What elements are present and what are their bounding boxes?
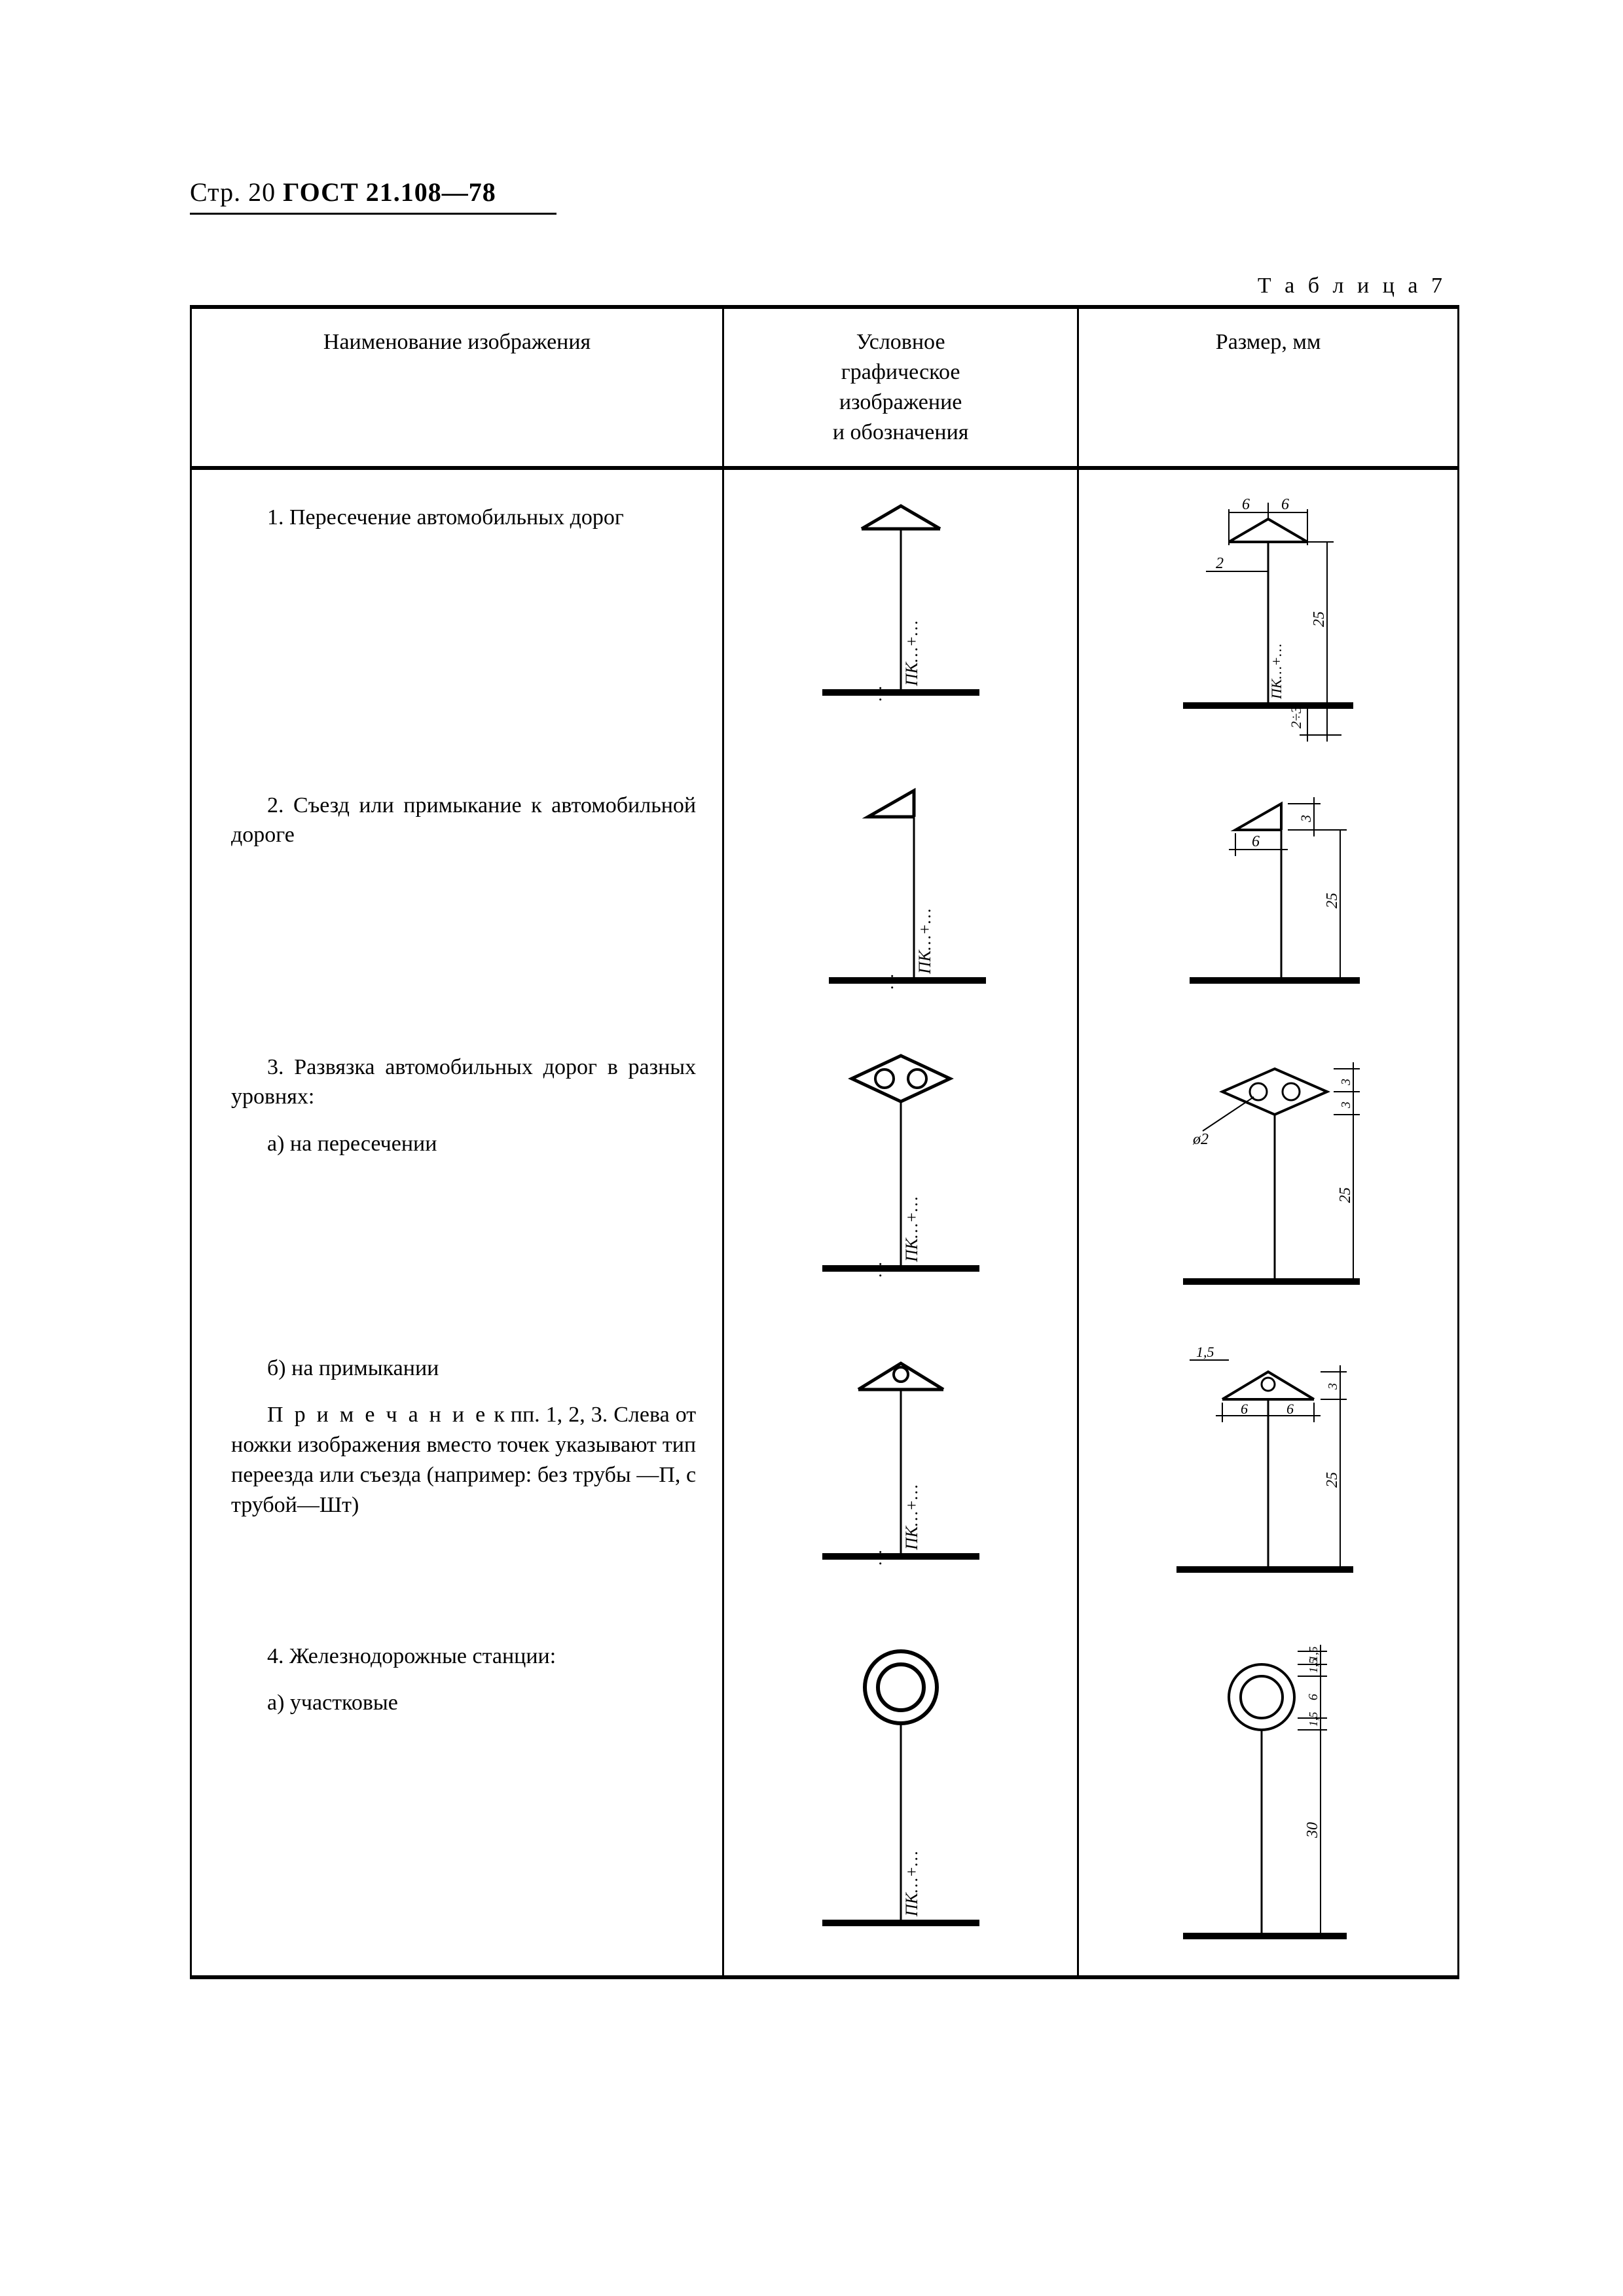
row-title: 1. Пересечение автомобильных дорог bbox=[267, 505, 624, 529]
junction-dims-icon: 6 3 25 bbox=[1131, 771, 1406, 1020]
row-subtitle: а) на пересечении bbox=[267, 1132, 437, 1156]
row-subtitle: б) на примыкании bbox=[267, 1356, 439, 1380]
svg-text:1,5: 1,5 bbox=[1196, 1344, 1214, 1360]
interchange-cross-dims-icon: ø2 3 3 25 bbox=[1124, 1033, 1412, 1321]
intersection-icon: … ПК…+… bbox=[783, 483, 1019, 732]
row-description: б) на примыкании П р и м е ч а н и е к п… bbox=[192, 1321, 722, 1540]
table-row: 1. Пересечение автомобильных дорог bbox=[191, 468, 1459, 758]
table-row: 3. Развязка автомобильных дорог в разных… bbox=[191, 1020, 1459, 1321]
svg-text:25: 25 bbox=[1337, 1187, 1354, 1203]
svg-text:3: 3 bbox=[1339, 1079, 1353, 1086]
note-label: П р и м е ч а н и е bbox=[267, 1403, 488, 1427]
svg-text:…: … bbox=[866, 686, 885, 701]
svg-text:25: 25 bbox=[1311, 611, 1328, 627]
symbol-cell: … ПК…+… bbox=[724, 1321, 1077, 1596]
svg-text:…: … bbox=[878, 974, 897, 989]
table-row: б) на примыкании П р и м е ч а н и е к п… bbox=[191, 1321, 1459, 1609]
svg-text:2: 2 bbox=[1216, 555, 1224, 572]
junction-icon: … ПК…+… bbox=[783, 771, 1019, 1020]
row-description: 3. Развязка автомобильных дорог в разных… bbox=[192, 1020, 722, 1179]
symbol-cell: … ПК…+… bbox=[724, 758, 1077, 1020]
svg-text:3: 3 bbox=[1298, 815, 1314, 823]
dimension-cell: 1,5 1,5 6 1,5 30 bbox=[1079, 1609, 1457, 1975]
dimension-cell: 1,5 6 6 3 25 bbox=[1079, 1321, 1457, 1609]
symbol-cell: … ПК…+… bbox=[724, 470, 1077, 732]
table-body: 1. Пересечение автомобильных дорог bbox=[191, 468, 1459, 1977]
svg-text:6: 6 bbox=[1242, 496, 1250, 513]
svg-text:ПК…+…: ПК…+… bbox=[902, 1196, 921, 1263]
svg-text:1,5: 1,5 bbox=[1307, 1658, 1320, 1673]
svg-text:25: 25 bbox=[1324, 1472, 1341, 1488]
table-caption: Т а б л и ц а 7 bbox=[190, 274, 1459, 298]
svg-text:1,5: 1,5 bbox=[1307, 1712, 1320, 1727]
row-title: 2. Съезд или примыкание к автомобильной … bbox=[231, 793, 696, 848]
row-description: 2. Съезд или примыкание к автомобильной … bbox=[192, 758, 722, 870]
svg-text:ПК…+…: ПК…+… bbox=[902, 1851, 921, 1917]
svg-text:ПК…+…: ПК…+… bbox=[902, 1484, 921, 1551]
svg-text:6: 6 bbox=[1241, 1401, 1248, 1417]
interchange-cross-icon: … ПК…+… 88 bbox=[783, 1033, 1019, 1308]
page-header: Стр. 20 ГОСТ 21.108—78 bbox=[190, 177, 556, 215]
station-ring-icon: ПК…+… bbox=[783, 1622, 1019, 1962]
svg-text:…: … bbox=[866, 1262, 885, 1277]
col-size-header: Размер, мм bbox=[1078, 307, 1459, 468]
col-symbol-header: Условное графическое изображение и обозн… bbox=[723, 307, 1078, 468]
svg-text:25: 25 bbox=[1324, 893, 1341, 908]
row-description: 4. Железнодорожные станции: а) участковы… bbox=[192, 1609, 722, 1738]
svg-text:…: … bbox=[866, 1550, 885, 1565]
dimension-cell: ø2 3 3 25 bbox=[1079, 1020, 1457, 1321]
svg-text:6: 6 bbox=[1281, 496, 1289, 513]
interchange-merge-dims-icon: 1,5 6 6 3 25 bbox=[1124, 1334, 1412, 1609]
table-header-row: Наименование изображения Условное графич… bbox=[191, 307, 1459, 468]
intersection-dims-icon: 6 6 2 25 2÷3 ПК…+… bbox=[1131, 483, 1406, 758]
symbol-cell: … ПК…+… 88 bbox=[724, 1020, 1077, 1308]
page: Стр. 20 ГОСТ 21.108—78 Т а б л и ц а 7 Н… bbox=[0, 0, 1623, 2296]
svg-text:ПК…+…: ПК…+… bbox=[915, 908, 934, 975]
svg-text:30: 30 bbox=[1304, 1822, 1321, 1839]
table-row: 4. Железнодорожные станции: а) участковы… bbox=[191, 1609, 1459, 1977]
svg-text:6: 6 bbox=[1306, 1694, 1321, 1700]
symbols-table: Наименование изображения Условное графич… bbox=[190, 305, 1459, 1979]
svg-text:2÷3: 2÷3 bbox=[1288, 706, 1304, 728]
col-name-header: Наименование изображения bbox=[191, 307, 723, 468]
dimension-cell: 6 3 25 bbox=[1079, 758, 1457, 1020]
svg-text:3: 3 bbox=[1326, 1383, 1340, 1390]
row-description: 1. Пересечение автомобильных дорог bbox=[192, 470, 722, 552]
svg-text:ПК…+…: ПК…+… bbox=[1268, 643, 1285, 699]
interchange-merge-icon: … ПК…+… bbox=[783, 1334, 1019, 1596]
symbol-cell: ПК…+… bbox=[724, 1609, 1077, 1962]
row-title: 3. Развязка автомобильных дорог в разных… bbox=[231, 1055, 696, 1109]
standard-code: ГОСТ 21.108—78 bbox=[283, 177, 496, 207]
svg-text:3: 3 bbox=[1339, 1102, 1353, 1109]
svg-text:ПК…+…: ПК…+… bbox=[902, 620, 921, 687]
station-ring-dims-icon: 1,5 1,5 6 1,5 30 bbox=[1131, 1622, 1406, 1975]
table-row: 2. Съезд или примыкание к автомобильной … bbox=[191, 758, 1459, 1020]
svg-text:6: 6 bbox=[1286, 1401, 1294, 1417]
row-title: 4. Железнодорожные станции: bbox=[267, 1644, 556, 1668]
svg-text:6: 6 bbox=[1252, 833, 1260, 850]
svg-text:ø2: ø2 bbox=[1192, 1131, 1209, 1148]
dimension-cell: 6 6 2 25 2÷3 ПК…+… bbox=[1079, 470, 1457, 758]
page-number: Стр. 20 bbox=[190, 177, 276, 207]
row-subtitle: а) участковые bbox=[267, 1691, 398, 1715]
